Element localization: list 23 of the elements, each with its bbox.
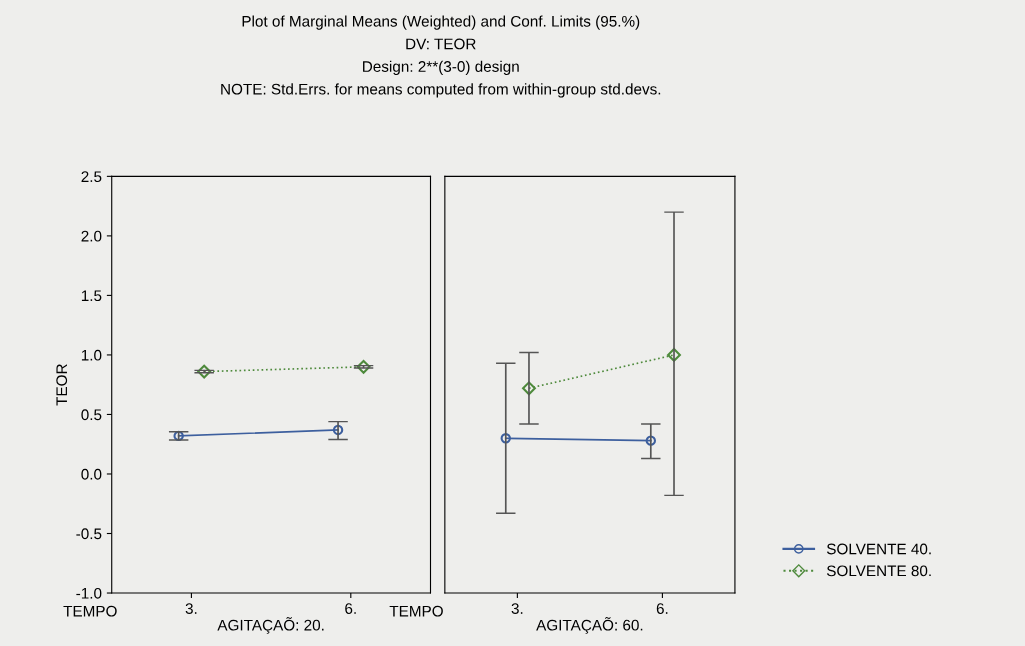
y-axis-title: TEOR (56, 364, 68, 406)
chart-subtitle: DV: TEOR (406, 38, 476, 50)
y-tick-label: 2.0 (81, 230, 102, 242)
x-tick-label: 6. (656, 603, 668, 614)
text: Design: 2**(3-0) design (363, 60, 519, 75)
legend-label: SOLVENTE 40. (826, 543, 931, 555)
y-tick-label: 0.5 (81, 409, 102, 421)
legend-label: SOLVENTE 80. (826, 565, 931, 577)
y-tick-label: -0.5 (76, 528, 102, 540)
y-tick-label: 0.0 (81, 468, 102, 480)
x-axis-title: AGITAÇAÕ: 20. (217, 616, 324, 634)
text: TEMPO (389, 605, 443, 617)
x-tick-label: 3. (511, 603, 523, 614)
x-axis-title: AGITAÇAÕ: 60. (536, 616, 643, 634)
text: NOTE: Std.Errs. for means computed from within-group std.devs. (221, 83, 661, 98)
y-tick-label: 1.5 (81, 290, 102, 302)
x-tick-label: 3. (185, 603, 197, 614)
y-tick-label: -1.0 (76, 587, 102, 599)
text: TEMPO (63, 605, 117, 617)
y-tick-label: 1.0 (81, 349, 102, 361)
x-tick-label: 6. (345, 603, 356, 614)
chart-title: Plot of Marginal Means (Weighted) and Conf. Limits (95.%) (242, 15, 640, 30)
y-tick-label: 2.5 (81, 171, 102, 183)
